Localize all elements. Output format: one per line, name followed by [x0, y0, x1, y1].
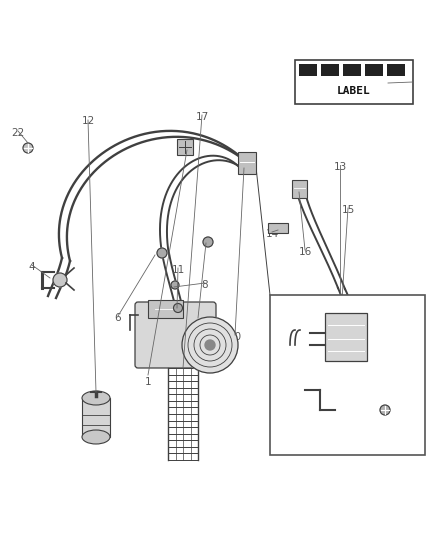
Circle shape [53, 273, 67, 287]
Text: 10: 10 [229, 332, 242, 342]
Text: 6: 6 [115, 313, 121, 323]
Bar [270, 295, 425, 455]
Circle shape [171, 281, 179, 289]
Text: 14: 14 [265, 229, 279, 239]
Circle shape [23, 143, 33, 153]
Ellipse shape [82, 391, 110, 405]
Bar [387, 64, 405, 76]
Text: 8: 8 [201, 280, 208, 290]
Text: 12: 12 [81, 116, 95, 126]
Circle shape [380, 405, 390, 415]
Circle shape [182, 317, 238, 373]
Ellipse shape [82, 430, 110, 444]
Text: 4: 4 [28, 262, 35, 272]
Text: 15: 15 [341, 205, 355, 215]
Circle shape [157, 248, 167, 258]
Bar [268, 223, 288, 233]
Text: 17: 17 [195, 112, 208, 122]
Bar [238, 152, 256, 174]
Text: 21: 21 [381, 80, 395, 90]
Bar [365, 64, 383, 76]
Bar [299, 64, 317, 76]
Bar [177, 139, 193, 155]
Text: 11: 11 [171, 265, 185, 275]
Bar [321, 64, 339, 76]
Bar [325, 313, 367, 361]
Text: LABEL: LABEL [337, 86, 371, 96]
Circle shape [173, 303, 183, 312]
Bar [343, 64, 361, 76]
Text: 1: 1 [145, 377, 151, 387]
Bar [333, 360, 351, 388]
Bar [292, 180, 307, 198]
Circle shape [205, 340, 215, 350]
Text: 18: 18 [393, 435, 406, 445]
Text: 22: 22 [11, 128, 25, 138]
Bar [148, 300, 183, 318]
Text: 16: 16 [298, 247, 311, 257]
Text: 13: 13 [333, 162, 346, 172]
Bar [295, 60, 413, 104]
Bar [82, 398, 110, 437]
Text: 23: 23 [403, 368, 416, 378]
Circle shape [203, 237, 213, 247]
FancyBboxPatch shape [135, 302, 216, 368]
Text: 7: 7 [194, 315, 201, 325]
